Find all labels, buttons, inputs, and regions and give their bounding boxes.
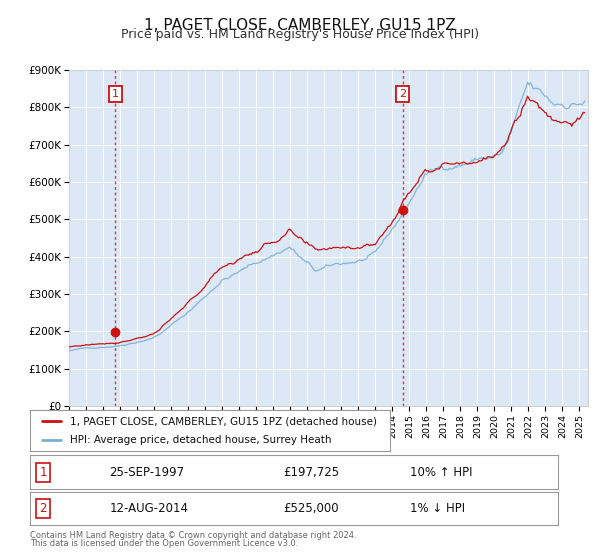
Text: 1: 1 (112, 89, 119, 99)
Text: HPI: Average price, detached house, Surrey Heath: HPI: Average price, detached house, Surr… (70, 435, 331, 445)
Text: 1, PAGET CLOSE, CAMBERLEY, GU15 1PZ (detached house): 1, PAGET CLOSE, CAMBERLEY, GU15 1PZ (det… (70, 417, 377, 426)
Text: 2: 2 (40, 502, 47, 515)
Text: Contains HM Land Registry data © Crown copyright and database right 2024.: Contains HM Land Registry data © Crown c… (30, 531, 356, 540)
Text: £525,000: £525,000 (283, 502, 339, 515)
Text: 1, PAGET CLOSE, CAMBERLEY, GU15 1PZ: 1, PAGET CLOSE, CAMBERLEY, GU15 1PZ (144, 18, 456, 33)
Text: 10% ↑ HPI: 10% ↑ HPI (410, 465, 473, 479)
Text: 1% ↓ HPI: 1% ↓ HPI (410, 502, 465, 515)
Text: This data is licensed under the Open Government Licence v3.0.: This data is licensed under the Open Gov… (30, 539, 298, 548)
Text: 2: 2 (399, 89, 406, 99)
Text: 25-SEP-1997: 25-SEP-1997 (109, 465, 184, 479)
Text: £197,725: £197,725 (283, 465, 340, 479)
Text: Price paid vs. HM Land Registry's House Price Index (HPI): Price paid vs. HM Land Registry's House … (121, 28, 479, 41)
Text: 1: 1 (40, 465, 47, 479)
Text: 12-AUG-2014: 12-AUG-2014 (109, 502, 188, 515)
